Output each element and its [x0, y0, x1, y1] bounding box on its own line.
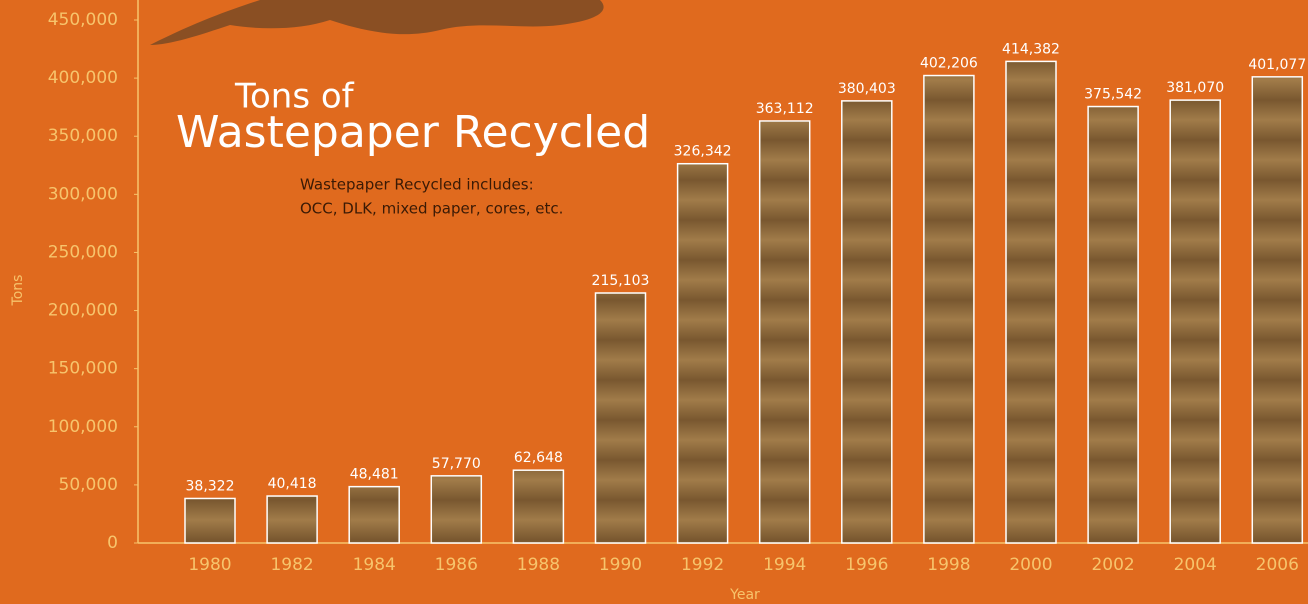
subtitle: Wastepaper Recycled includes: — [300, 176, 534, 194]
value-label: 375,542 — [1084, 87, 1142, 103]
bar-texture — [842, 101, 891, 542]
bar-texture — [760, 121, 809, 543]
y-tick-label: 150,000 — [48, 359, 118, 379]
decoration — [150, 0, 604, 45]
x-tick-label: 1984 — [353, 555, 396, 575]
y-tick-label: 350,000 — [48, 126, 118, 146]
bar-texture — [678, 164, 727, 542]
x-tick-label: 2006 — [1256, 555, 1299, 575]
value-label: 38,322 — [186, 478, 235, 494]
value-label: 40,418 — [268, 476, 317, 492]
bar-texture — [350, 487, 399, 542]
y-tick-label: 100,000 — [48, 417, 118, 437]
x-tick-label: 1996 — [845, 555, 888, 575]
x-axis-label: Year — [729, 587, 760, 603]
bar-texture — [432, 476, 481, 542]
bar-texture — [1171, 101, 1220, 543]
bar-texture — [924, 76, 973, 543]
y-tick-label: 250,000 — [48, 242, 118, 262]
subtitle: OCC, DLK, mixed paper, cores, etc. — [300, 200, 563, 218]
value-label: 414,382 — [1002, 41, 1060, 57]
y-tick-label: 200,000 — [48, 301, 118, 321]
x-tick-label: 1990 — [599, 555, 642, 575]
y-tick-label: 400,000 — [48, 68, 118, 88]
x-tick-label: 1994 — [763, 555, 806, 575]
x-tick-label: 1998 — [927, 555, 970, 575]
x-tick-label: 1992 — [681, 555, 724, 575]
y-axis-label: Tons — [10, 275, 26, 307]
bar-texture — [596, 294, 645, 542]
x-tick-label: 1986 — [435, 555, 478, 575]
value-label: 215,103 — [592, 273, 650, 289]
value-label: 402,206 — [920, 56, 978, 72]
value-label: 401,077 — [1248, 57, 1306, 73]
bar-texture — [1089, 107, 1138, 542]
bar-texture — [186, 499, 234, 542]
value-label: 381,070 — [1166, 80, 1224, 96]
value-label: 363,112 — [756, 101, 814, 117]
x-tick-label: 2002 — [1091, 555, 1134, 575]
x-tick-label: 1988 — [517, 555, 560, 575]
value-label: 62,648 — [514, 450, 563, 466]
chart-title: Tons of — [234, 77, 355, 117]
x-tick-label: 1982 — [270, 555, 313, 575]
x-tick-label: 2004 — [1174, 555, 1217, 575]
x-tick-label: 2000 — [1009, 555, 1052, 575]
y-tick-label: 450,000 — [48, 10, 118, 30]
y-tick-label: 0 — [107, 533, 118, 553]
y-tick-label: 300,000 — [48, 184, 118, 204]
value-label: 57,770 — [432, 456, 481, 472]
bar-texture — [1007, 62, 1055, 543]
x-tick-label: 1980 — [188, 555, 231, 575]
bar-texture — [268, 497, 317, 542]
bar-texture — [514, 471, 563, 542]
y-tick-label: 50,000 — [59, 475, 118, 495]
value-label: 380,403 — [838, 81, 896, 97]
value-label: 48,481 — [350, 467, 399, 483]
chart-title: Wastepaper Recycled — [176, 107, 650, 158]
value-label: 326,342 — [674, 144, 732, 160]
bar-texture — [1253, 77, 1302, 542]
